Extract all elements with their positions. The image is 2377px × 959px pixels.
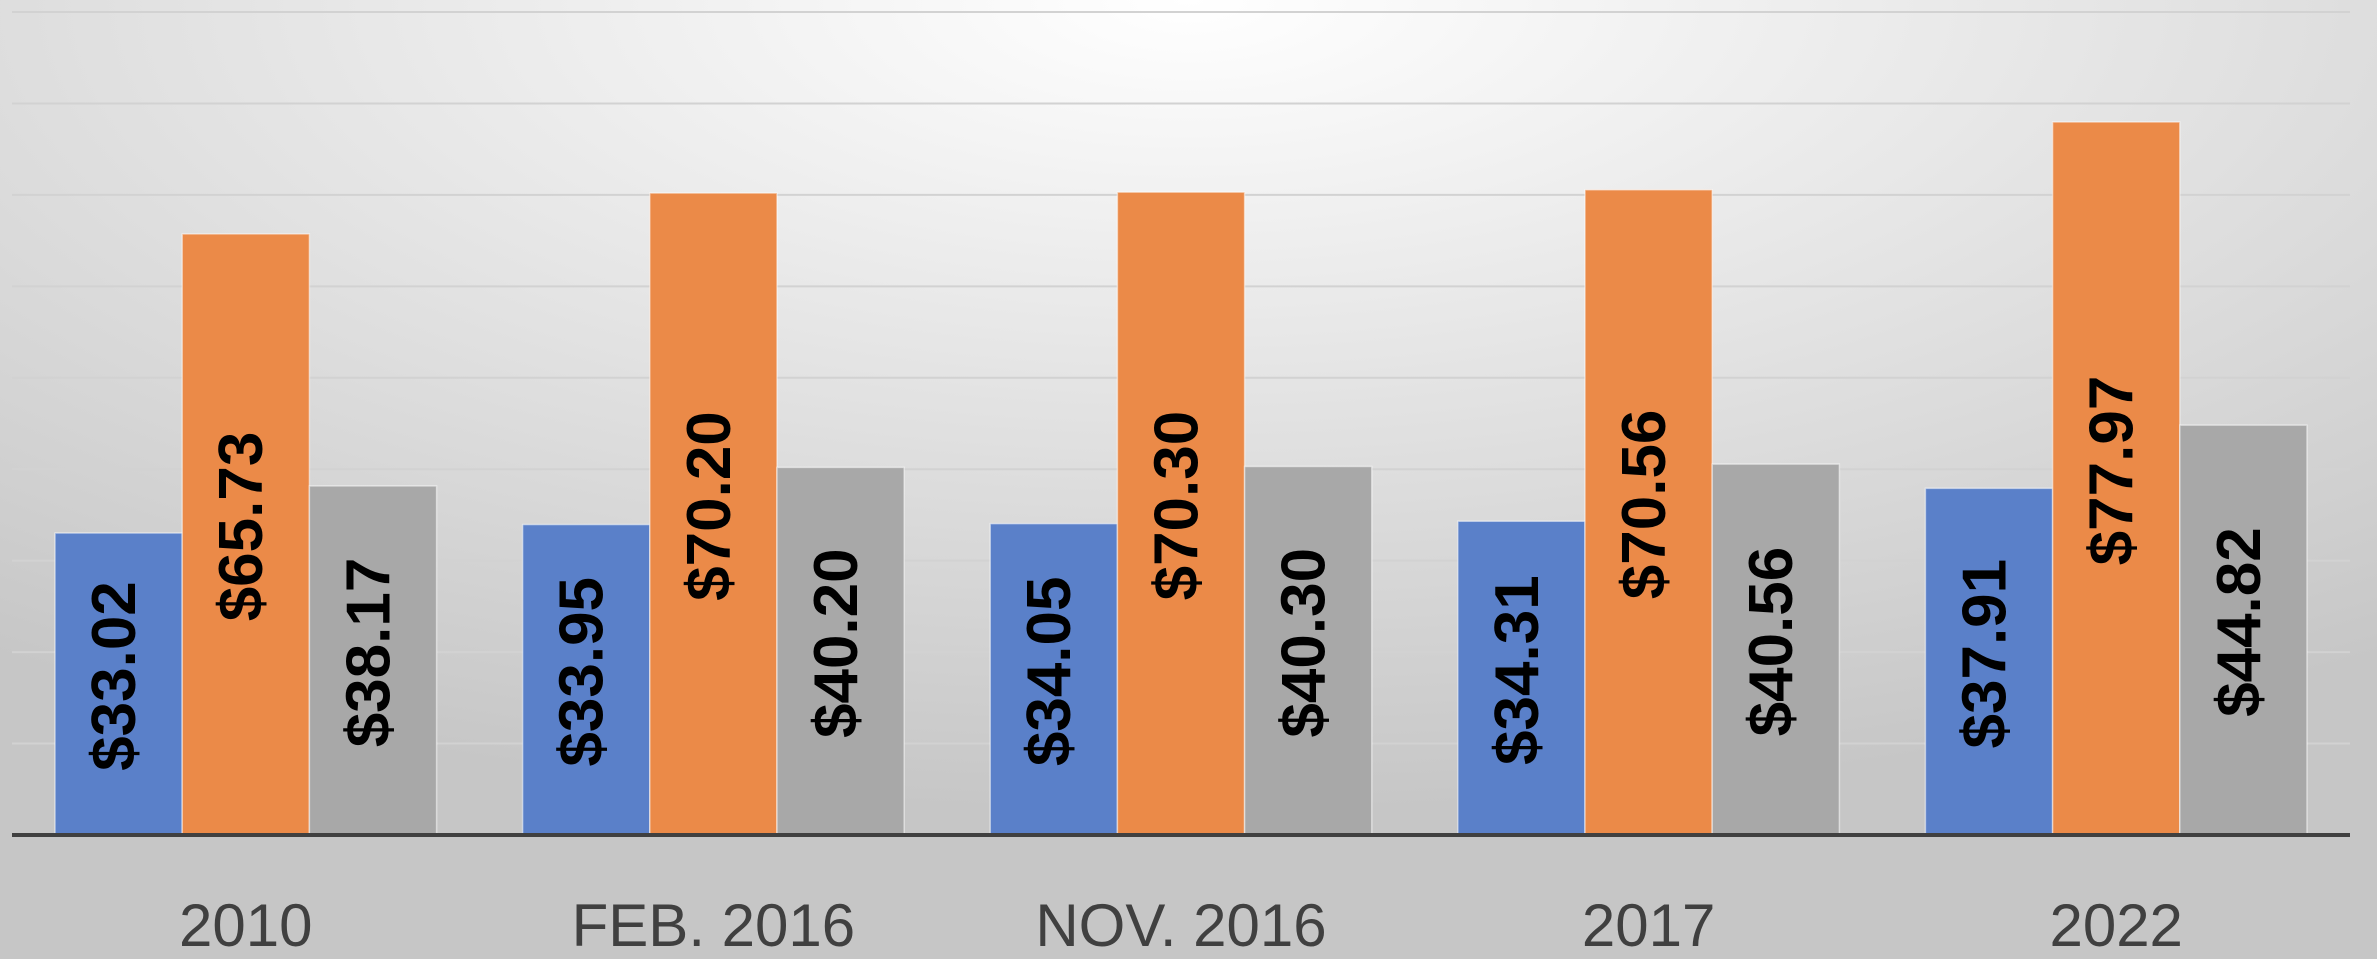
- x-tick-label: 2010: [179, 892, 312, 959]
- data-label: $38.17: [334, 558, 403, 748]
- data-label: $40.30: [1270, 548, 1339, 738]
- data-label: $33.02: [80, 581, 149, 771]
- x-tick-label: 2022: [2049, 892, 2182, 959]
- data-label: $37.91: [1950, 559, 2019, 749]
- data-label: $70.56: [1610, 410, 1679, 600]
- x-tick-label: NOV. 2016: [1035, 892, 1326, 959]
- x-tick-label: 2017: [1582, 892, 1715, 959]
- bar: [54, 532, 183, 836]
- bar: [2179, 424, 2308, 836]
- data-label: $70.30: [1142, 411, 1211, 601]
- data-label: $40.20: [802, 548, 871, 738]
- data-label: $77.97: [2078, 376, 2147, 566]
- data-label: $70.20: [675, 411, 744, 601]
- bar: [1584, 189, 1713, 836]
- bar: [649, 192, 778, 836]
- data-label: $34.31: [1483, 575, 1552, 765]
- bar: [308, 485, 438, 836]
- x-tick-label: FEB. 2016: [572, 892, 856, 959]
- bar: [1243, 465, 1373, 836]
- bar: [2051, 121, 2181, 836]
- data-label: $65.73: [207, 432, 276, 622]
- bar: [1924, 487, 2054, 836]
- data-label: $44.82: [2205, 527, 2274, 717]
- data-label: $40.56: [1737, 547, 1806, 737]
- bar: [1457, 520, 1586, 836]
- bar: [181, 233, 311, 836]
- bar: [1711, 463, 1841, 836]
- data-label: $33.95: [548, 577, 617, 767]
- data-label: $34.05: [1015, 576, 1084, 766]
- bar: [989, 522, 1119, 836]
